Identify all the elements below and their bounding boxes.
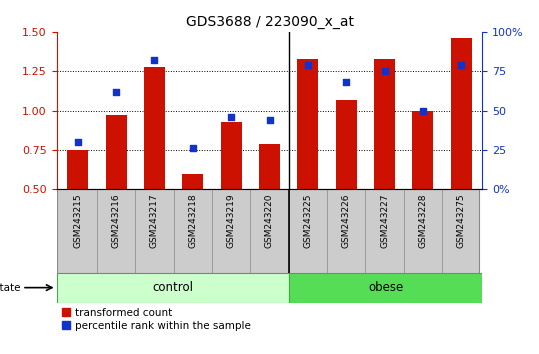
Text: GSM243218: GSM243218 xyxy=(188,194,197,248)
Bar xyxy=(182,174,203,189)
Text: obese: obese xyxy=(368,281,403,294)
Point xyxy=(342,79,350,85)
Bar xyxy=(298,59,319,189)
Point xyxy=(189,145,197,151)
Bar xyxy=(67,150,88,189)
FancyBboxPatch shape xyxy=(57,189,479,273)
Point xyxy=(150,57,158,63)
Bar xyxy=(220,122,241,189)
Point xyxy=(73,139,82,145)
Bar xyxy=(144,67,165,189)
Text: GSM243225: GSM243225 xyxy=(303,194,313,248)
Point xyxy=(457,62,466,68)
Point xyxy=(227,114,236,120)
Text: GSM243220: GSM243220 xyxy=(265,194,274,248)
Point xyxy=(419,108,427,113)
Bar xyxy=(451,38,472,189)
Text: GSM243216: GSM243216 xyxy=(112,194,121,248)
Text: GSM243217: GSM243217 xyxy=(150,194,159,248)
Text: GSM243227: GSM243227 xyxy=(380,194,389,248)
Point xyxy=(265,117,274,123)
Point xyxy=(303,62,312,68)
Text: GSM243228: GSM243228 xyxy=(418,194,427,248)
Text: control: control xyxy=(152,281,193,294)
Text: GSM243215: GSM243215 xyxy=(73,194,82,248)
Text: GSM243275: GSM243275 xyxy=(457,194,466,248)
FancyBboxPatch shape xyxy=(57,273,289,303)
Point xyxy=(112,89,120,95)
Bar xyxy=(374,59,395,189)
Title: GDS3688 / 223090_x_at: GDS3688 / 223090_x_at xyxy=(185,16,354,29)
Point xyxy=(381,68,389,74)
Bar xyxy=(336,99,357,189)
Bar xyxy=(259,144,280,189)
Legend: transformed count, percentile rank within the sample: transformed count, percentile rank withi… xyxy=(62,308,251,331)
FancyBboxPatch shape xyxy=(289,273,482,303)
Bar xyxy=(412,110,433,189)
Text: disease state: disease state xyxy=(0,282,20,293)
Text: GSM243226: GSM243226 xyxy=(342,194,351,248)
Text: GSM243219: GSM243219 xyxy=(226,194,236,248)
Bar xyxy=(106,115,127,189)
